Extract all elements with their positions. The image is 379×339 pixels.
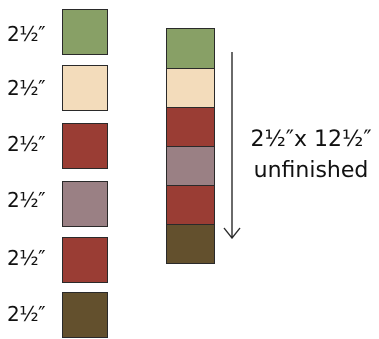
strip-segment-green bbox=[167, 29, 214, 68]
square-size-label: 2½″ bbox=[7, 246, 46, 270]
fabric-square-cream bbox=[62, 65, 108, 111]
strip-segment-mauve bbox=[167, 146, 214, 185]
fabric-square-green bbox=[62, 9, 108, 55]
square-size-label: 2½″ bbox=[7, 302, 46, 326]
strip-segment-brown bbox=[167, 224, 214, 263]
strip-segment-red bbox=[167, 107, 214, 146]
strip-state: unfinished bbox=[253, 158, 369, 183]
fabric-square-mauve bbox=[62, 181, 108, 227]
down-arrow-icon bbox=[223, 52, 241, 240]
square-size-label: 2½″ bbox=[7, 188, 46, 212]
square-size-label: 2½″ bbox=[7, 76, 46, 100]
fabric-square-red bbox=[62, 237, 108, 283]
strip-dimensions: 2½″x 12½″ bbox=[250, 127, 372, 152]
square-size-label: 2½″ bbox=[7, 22, 46, 46]
sewn-strip bbox=[166, 28, 215, 264]
strip-segment-cream bbox=[167, 68, 214, 107]
strip-size-note: 2½″x 12½″ unfinished bbox=[236, 124, 379, 186]
strip-segment-red bbox=[167, 185, 214, 224]
fabric-square-red bbox=[62, 123, 108, 169]
square-size-label: 2½″ bbox=[7, 132, 46, 156]
fabric-square-brown bbox=[62, 292, 108, 338]
